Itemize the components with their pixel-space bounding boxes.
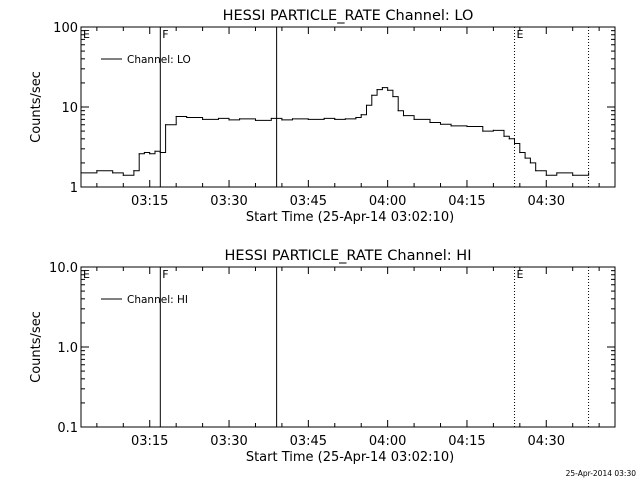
x-tick-label: 03:45: [290, 434, 327, 449]
x-tick-label: 04:15: [448, 194, 485, 209]
data-point: [376, 89, 378, 91]
data-point: [482, 130, 484, 132]
data-point: [381, 86, 383, 89]
data-point: [254, 119, 257, 121]
data-point: [439, 123, 442, 125]
data-point: [159, 151, 161, 154]
data-point: [112, 172, 114, 174]
data-point: [323, 117, 325, 120]
data-point: [529, 162, 532, 164]
event-marker-label: E: [83, 268, 90, 281]
data-point: [587, 172, 590, 174]
y-tick-label: 10: [61, 101, 78, 116]
data-point: [355, 116, 357, 119]
data-point: [281, 119, 283, 121]
data-point: [143, 151, 146, 154]
y-tick-label: 10.0: [49, 261, 78, 276]
x-axis-label: Start Time (25-Apr-14 03:02:10): [246, 210, 454, 225]
data-point: [492, 129, 494, 131]
data-point: [80, 172, 82, 174]
x-axis-label: Start Time (25-Apr-14 03:02:10): [246, 450, 454, 465]
y-axis-label: Counts/sec: [29, 311, 44, 383]
x-tick-label: 04:15: [448, 434, 485, 449]
data-point: [450, 125, 452, 127]
data-point: [387, 89, 389, 91]
event-marker-label: E: [83, 28, 90, 41]
footer-timestamp: 25-Apr-2014 03:30: [566, 469, 637, 478]
chart-title: HESSI PARTICLE_RATE Channel: LO: [223, 8, 474, 24]
data-point: [228, 119, 230, 121]
x-tick-label: 04:00: [369, 194, 406, 209]
data-point: [535, 170, 537, 172]
data-point: [556, 172, 558, 174]
y-tick-label: 1.0: [57, 341, 78, 356]
data-point: [202, 118, 204, 120]
series-line-1: [81, 87, 590, 176]
y-axis-label: Counts/sec: [29, 71, 44, 143]
x-tick-label: 04:00: [369, 434, 406, 449]
data-point: [164, 124, 167, 126]
plot-frame: [80, 266, 616, 428]
data-point: [524, 157, 526, 159]
y-tick-label: 0.1: [57, 421, 78, 436]
data-point: [397, 110, 399, 112]
data-point: [122, 174, 124, 176]
event-marker-label: E: [517, 268, 524, 281]
x-tick-label: 04:30: [528, 434, 565, 449]
data-point: [360, 114, 362, 116]
data-point: [545, 174, 547, 176]
event-marker-label: F: [162, 268, 168, 281]
data-point: [217, 117, 220, 120]
data-point: [503, 135, 505, 137]
data-point: [307, 118, 309, 120]
data-point: [154, 150, 156, 152]
event-marker-label: E: [517, 28, 524, 41]
data-point: [365, 104, 368, 106]
x-tick-label: 03:45: [290, 194, 327, 209]
data-point: [291, 118, 294, 120]
x-tick-label: 04:30: [528, 194, 565, 209]
data-point: [186, 116, 188, 119]
y-tick-label: 100: [53, 21, 78, 36]
data-point: [513, 142, 516, 145]
data-point: [572, 174, 574, 176]
data-point: [466, 125, 468, 128]
x-tick-label: 03:30: [210, 434, 247, 449]
data-point: [392, 95, 394, 98]
data-point: [334, 118, 336, 120]
event-marker-label: F: [162, 28, 168, 41]
data-point: [344, 118, 346, 120]
x-tick-label: 03:15: [131, 194, 168, 209]
data-point: [133, 170, 135, 172]
x-tick-label: 03:30: [210, 194, 247, 209]
chart-panel-2: HESSI PARTICLE_RATE Channel: HI 03:15 03:3…: [29, 248, 616, 465]
data-point: [96, 170, 98, 172]
y-tick-label: 1: [70, 181, 78, 196]
data-point: [175, 115, 177, 118]
data-point: [402, 115, 405, 117]
data-point: [429, 121, 431, 124]
data-point: [149, 153, 151, 155]
data-point: [413, 118, 415, 120]
chart-title: HESSI PARTICLE_RATE Channel: HI: [225, 248, 472, 264]
data-point: [270, 117, 272, 120]
chart-panel-1: HESSI PARTICLE_RATE Channel: LO 03:15 03:3…: [29, 8, 616, 225]
data-point: [508, 138, 510, 140]
legend-label: Channel: HI: [127, 294, 188, 306]
x-tick-label: 03:15: [131, 434, 168, 449]
data-point: [519, 151, 521, 154]
data-point: [239, 118, 241, 120]
legend-label: Channel: LO: [127, 54, 191, 66]
data-point: [371, 94, 373, 96]
data-point: [138, 153, 140, 155]
